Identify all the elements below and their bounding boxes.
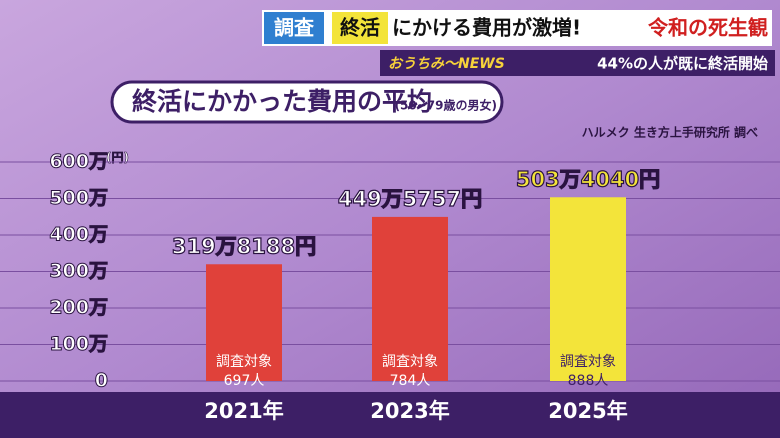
bar: [372, 216, 448, 381]
tag-box: [264, 12, 324, 44]
y-tick-label: 200万: [49, 297, 108, 319]
x-tick-label: 2023年: [370, 399, 449, 423]
series-title: 令和の死生観: [648, 16, 768, 40]
y-tick-label: 0: [95, 370, 108, 392]
y-tick-label: 100万: [49, 333, 108, 355]
note-title: 調査対象: [216, 354, 272, 370]
highlight-box: [332, 12, 388, 44]
value-label: 503万4040円: [516, 167, 660, 191]
chart-subtitle: (50~79歳の男女): [395, 98, 497, 113]
x-tick-label: 2025年: [548, 399, 627, 423]
tag: 調査: [274, 16, 314, 40]
note-title: 調査対象: [382, 354, 438, 370]
note-count: 697人: [224, 373, 265, 389]
note-count: 888人: [568, 373, 609, 389]
ticker-bar: [380, 50, 775, 76]
logo: おうちみ〜NEWS: [388, 56, 505, 72]
y-tick-label: 400万: [49, 224, 108, 246]
note-count: 784人: [390, 373, 431, 389]
source: ハルメク 生き方上手研究所 調べ: [582, 125, 758, 140]
chart-title: 終活にかかった費用の平均: [132, 87, 432, 116]
y-unit: (円): [106, 151, 129, 165]
value-label: 319万8188円: [172, 234, 316, 258]
bar: [206, 264, 282, 381]
y-tick-label: 500万: [49, 187, 108, 209]
y-tick-label: 600万: [49, 151, 108, 173]
highlight: 終活: [340, 16, 380, 40]
bar: [550, 197, 626, 381]
x-tick-label: 2021年: [204, 399, 283, 423]
note-title: 調査対象: [560, 354, 616, 370]
title-box: [110, 80, 504, 124]
headline: にかける費用が激増!: [392, 16, 581, 40]
y-tick-label: 300万: [49, 260, 108, 282]
ticker: 44%の人が既に終活開始: [597, 55, 768, 73]
value-label: 449万5757円: [338, 187, 482, 211]
axis-band: [0, 392, 780, 438]
